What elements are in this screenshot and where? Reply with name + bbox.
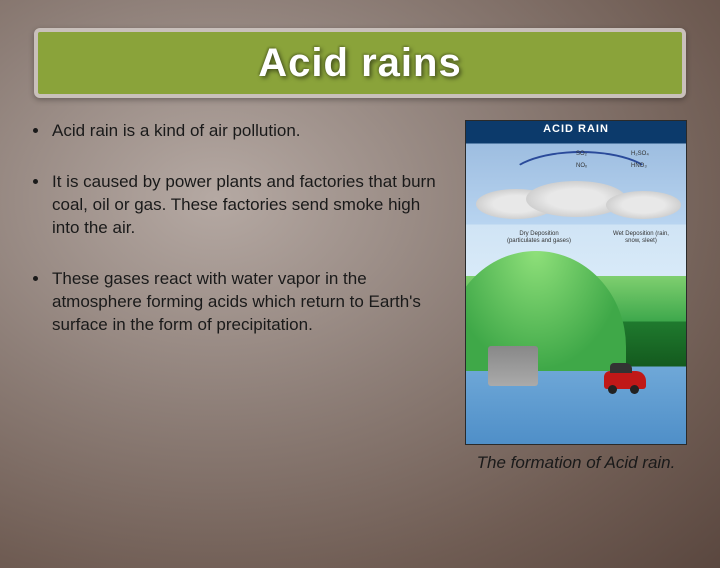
slide-title: Acid rains	[258, 41, 461, 86]
title-bar: Acid rains	[34, 28, 686, 98]
right-column: ACID RAIN SO₂ NOₓ H₂SO₄ HNO₃ Dry Deposit…	[462, 120, 690, 473]
factory-icon	[488, 346, 538, 386]
diagram-title: ACID RAIN	[466, 123, 686, 135]
label-wet: Wet Deposition (rain, snow, sleet)	[606, 231, 676, 244]
bullet-item: Acid rain is a kind of air pollution.	[50, 120, 452, 143]
diagram-caption: The formation of Acid rain.	[477, 453, 676, 473]
acid-rain-diagram: ACID RAIN SO₂ NOₓ H₂SO₄ HNO₃ Dry Deposit…	[465, 120, 687, 445]
bullet-item: It is caused by power plants and factori…	[50, 171, 452, 240]
label-so2: SO₂	[576, 151, 587, 158]
bullet-item: These gases react with water vapor in th…	[50, 268, 452, 337]
label-nox: NOₓ	[576, 163, 587, 170]
label-dry: Dry Deposition (particulates and gases)	[504, 231, 574, 244]
cloud-icon	[606, 191, 681, 219]
content-area: Acid rain is a kind of air pollution. It…	[30, 120, 690, 473]
label-h2so4: H₂SO₄	[631, 151, 649, 158]
car-icon	[604, 371, 646, 389]
label-hno3: HNO₃	[631, 163, 647, 170]
bullet-list: Acid rain is a kind of air pollution. It…	[30, 120, 462, 473]
